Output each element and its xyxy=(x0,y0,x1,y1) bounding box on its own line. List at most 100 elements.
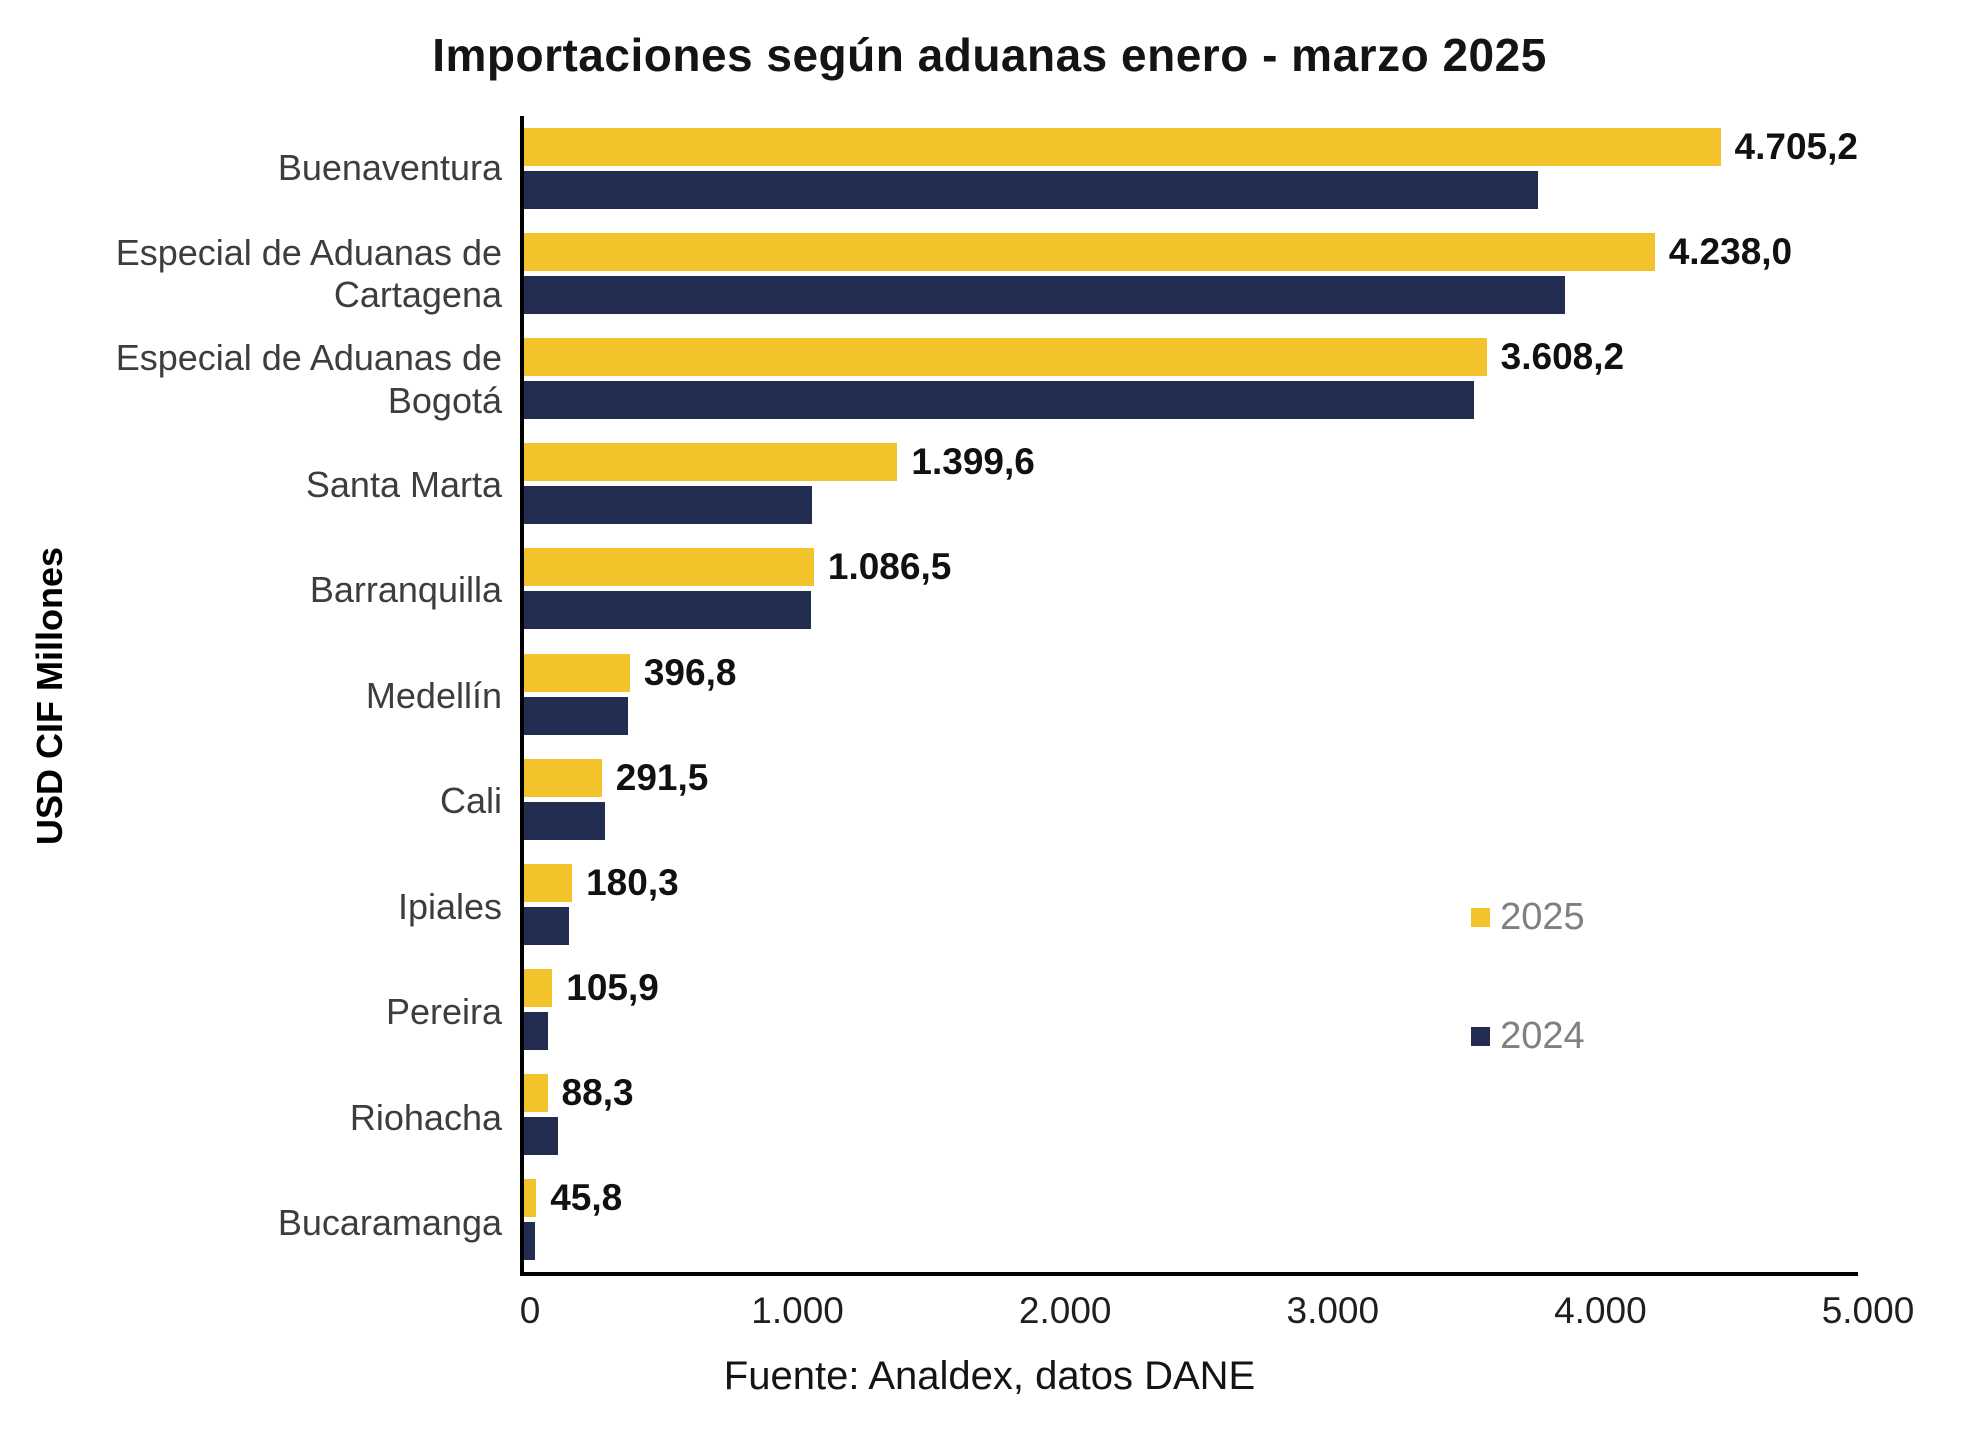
value-label: 45,8 xyxy=(550,1176,623,1218)
bar-2024 xyxy=(524,1221,535,1260)
x-tick-label: 5.000 xyxy=(1821,1290,1915,1331)
bar-2025 xyxy=(524,233,1655,272)
bar-group: 1.399,6 xyxy=(524,431,1858,536)
bar-2024 xyxy=(524,591,811,630)
bar-2024 xyxy=(524,381,1474,420)
bar-2025 xyxy=(524,1073,548,1112)
value-label: 1.399,6 xyxy=(911,441,1035,483)
y-axis-label-wrap: USD CIF Millones xyxy=(20,116,80,1276)
bar-2025 xyxy=(524,443,898,482)
legend-label: 2024 xyxy=(1500,1015,1585,1058)
bar-2025 xyxy=(524,758,602,797)
bar-2025 xyxy=(524,338,1487,377)
bar-2025 xyxy=(524,1178,537,1217)
bar-line-2024 xyxy=(524,801,1858,840)
bar-2024 xyxy=(524,696,629,735)
bar-line-2024 xyxy=(524,1221,1858,1260)
bar-2024 xyxy=(524,1116,559,1155)
legend-marker-icon xyxy=(1471,1027,1491,1047)
bar-line-2024 xyxy=(524,381,1858,420)
bar-group: 1.086,5 xyxy=(524,536,1858,641)
bar-2025 xyxy=(524,128,1721,167)
value-label: 396,8 xyxy=(643,651,737,693)
bar-group: 180,3 xyxy=(524,852,1858,957)
bar-line-2024 xyxy=(524,1011,1858,1050)
bar-group: 105,9 xyxy=(524,957,1858,1062)
bar-line-2025: 1.399,6 xyxy=(524,441,1858,483)
bar-line-2025: 4.705,2 xyxy=(524,126,1858,168)
bar-2024 xyxy=(524,486,813,525)
bar-2025 xyxy=(524,968,553,1007)
bar-2024 xyxy=(524,276,1565,315)
chart-title: Importaciones según aduanas enero - marz… xyxy=(432,29,1547,81)
y-axis-label: USD CIF Millones xyxy=(29,546,70,846)
category-label: Ipiales xyxy=(397,885,502,927)
value-label: 3.608,2 xyxy=(1500,336,1625,378)
category-label: Santa Marta xyxy=(305,463,502,505)
source-caption: Fuente: Analdex, datos DANE xyxy=(723,1354,1256,1398)
bar-group: 3.608,2 xyxy=(524,326,1858,431)
bar-line-2025: 180,3 xyxy=(524,861,1858,903)
bar-line-2025: 88,3 xyxy=(524,1071,1858,1113)
bar-line-2025: 45,8 xyxy=(524,1176,1858,1218)
bars-container: 4.705,2 4.238,0 3.608,2 1.399,6 1.086,5 396,8… xyxy=(524,116,1858,1272)
bar-line-2024 xyxy=(524,171,1858,210)
category-label: Especial de Aduanas de Cartagena xyxy=(115,231,502,316)
value-label: 4.238,0 xyxy=(1668,231,1793,273)
value-label: 4.705,2 xyxy=(1734,126,1858,168)
legend-item-2024: 2024 xyxy=(1471,1015,1585,1058)
bar-line-2024 xyxy=(524,1116,1858,1155)
legend-label: 2025 xyxy=(1500,896,1585,939)
bar-line-2025: 4.238,0 xyxy=(524,231,1858,273)
value-label: 88,3 xyxy=(561,1071,634,1113)
bar-line-2025: 396,8 xyxy=(524,651,1858,693)
category-label: Buenaventura xyxy=(277,147,502,189)
x-tick-label: 4.000 xyxy=(1554,1290,1647,1331)
bar-group: 45,8 xyxy=(524,1167,1858,1272)
bar-line-2024 xyxy=(524,276,1858,315)
bar-group: 4.705,2 xyxy=(524,116,1858,221)
value-label: 291,5 xyxy=(615,756,709,798)
bar-line-2024 xyxy=(524,591,1858,630)
bar-line-2025: 105,9 xyxy=(524,966,1858,1008)
legend: 2025 2024 xyxy=(1471,896,1585,1058)
bar-line-2025: 1.086,5 xyxy=(524,546,1858,588)
bar-line-2024 xyxy=(524,906,1858,945)
bar-2025 xyxy=(524,653,630,692)
value-label: 180,3 xyxy=(586,861,679,903)
plot-area: 4.705,2 4.238,0 3.608,2 1.399,6 1.086,5 396,8… xyxy=(520,116,1858,1276)
value-label: 105,9 xyxy=(566,966,659,1008)
x-tick-label: 1.000 xyxy=(751,1290,844,1331)
bar-2025 xyxy=(524,863,573,902)
bar-group: 396,8 xyxy=(524,641,1858,746)
bar-group: 291,5 xyxy=(524,747,1858,852)
bar-2024 xyxy=(524,1011,548,1050)
legend-item-2025: 2025 xyxy=(1471,896,1585,939)
x-axis-ticks: 0 1.000 2.000 3.000 4.000 5.000 xyxy=(520,1276,1915,1340)
chart-body: USD CIF Millones Buenaventura Especial de… xyxy=(0,116,1979,1276)
value-label: 1.086,5 xyxy=(827,546,952,588)
bar-line-2024 xyxy=(524,696,1858,735)
legend-marker-icon xyxy=(1471,908,1491,928)
bar-line-2024 xyxy=(524,486,1858,525)
bar-2024 xyxy=(524,906,570,945)
bar-group: 4.238,0 xyxy=(524,221,1858,326)
category-label: Bucaramanga xyxy=(277,1202,502,1244)
bar-2024 xyxy=(524,171,1538,210)
bar-2025 xyxy=(524,548,814,587)
category-label: Pereira xyxy=(385,991,502,1033)
bar-2024 xyxy=(524,801,606,840)
bar-line-2025: 291,5 xyxy=(524,756,1858,798)
x-tick-label: 0 xyxy=(519,1290,541,1331)
x-tick-label: 3.000 xyxy=(1286,1290,1380,1331)
category-labels: Buenaventura Especial de Aduanas de Carta… xyxy=(80,116,520,1276)
category-label: Barranquilla xyxy=(309,569,502,611)
category-label: Riohacha xyxy=(349,1096,502,1138)
bar-group: 88,3 xyxy=(524,1062,1858,1167)
category-label: Especial de Aduanas de Bogotá xyxy=(115,337,502,421)
bar-line-2025: 3.608,2 xyxy=(524,336,1858,378)
x-tick-label: 2.000 xyxy=(1018,1290,1112,1331)
category-label: Medellín xyxy=(365,674,502,716)
category-label: Cali xyxy=(439,780,502,822)
